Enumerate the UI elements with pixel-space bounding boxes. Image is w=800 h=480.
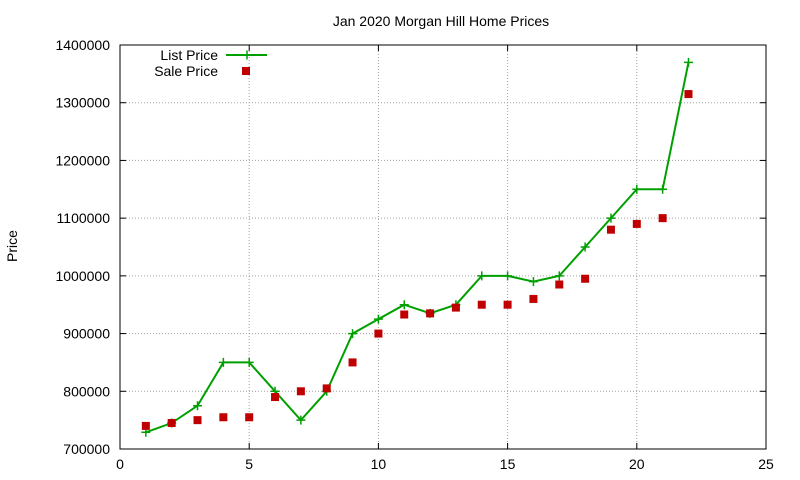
- plot-border: [119, 44, 767, 450]
- sale-price-point: [167, 419, 176, 428]
- x-tick-label: 20: [629, 456, 645, 472]
- sale-price-point: [632, 219, 641, 228]
- y-tick-label: 1400000: [55, 37, 110, 53]
- list-price-series: [141, 57, 693, 437]
- sale-price-point: [219, 413, 228, 422]
- y-tick-label: 1000000: [55, 268, 110, 284]
- grid-lines: [120, 45, 766, 449]
- list-price-point: [658, 184, 668, 194]
- legend-marker-sale-price: [242, 67, 250, 75]
- list-price-point: [193, 401, 203, 411]
- x-tick-label: 0: [116, 456, 124, 472]
- list-price-point: [528, 277, 538, 287]
- list-price-point: [554, 271, 564, 281]
- sale-price-point: [451, 303, 460, 312]
- list-price-point: [218, 357, 228, 367]
- sale-price-point: [400, 310, 409, 319]
- sale-price-point: [684, 90, 693, 99]
- y-tick-label: 900000: [63, 326, 110, 342]
- x-tick-label: 25: [758, 456, 774, 472]
- y-tick-label: 800000: [63, 383, 110, 399]
- list-price-point: [477, 271, 487, 281]
- legend-label-list-price: List Price: [160, 47, 218, 63]
- legend-marker-list-price: [242, 50, 252, 60]
- list-price-point: [683, 57, 693, 67]
- y-tick-label: 700000: [63, 441, 110, 457]
- y-tick-label: 1300000: [55, 95, 110, 111]
- sale-price-point: [296, 387, 305, 396]
- chart-title: Jan 2020 Morgan Hill Home Prices: [333, 13, 549, 29]
- legend-label-sale-price: Sale Price: [154, 63, 218, 79]
- sale-price-point: [426, 309, 435, 318]
- x-tick-label: 15: [500, 456, 516, 472]
- list-price-point: [373, 314, 383, 324]
- y-axis-label: Price: [4, 230, 20, 262]
- sale-price-point: [503, 300, 512, 309]
- x-tick-label: 5: [245, 456, 253, 472]
- list-price-point: [348, 329, 358, 339]
- legend: List Price Sale Price: [154, 47, 267, 79]
- sale-price-point: [658, 214, 667, 223]
- sale-price-point: [141, 421, 150, 430]
- sale-price-point: [606, 225, 615, 234]
- sale-price-series: [141, 90, 693, 430]
- sale-price-point: [245, 413, 254, 422]
- sale-price-point: [555, 280, 564, 289]
- y-axis-ticks: 700000 800000 900000 1000000 1100000 1200000 1…: [55, 37, 766, 457]
- list-price-point: [296, 415, 306, 425]
- sale-price-point: [374, 329, 383, 338]
- list-price-point: [606, 213, 616, 223]
- sale-price-point: [348, 358, 357, 367]
- list-price-line: [145, 62, 690, 434]
- list-price-point: [399, 300, 409, 310]
- x-axis-ticks: 0 5 10 15 20 25: [116, 45, 774, 472]
- sale-price-point: [581, 274, 590, 283]
- list-price-point: [503, 271, 513, 281]
- sale-price-point: [529, 294, 538, 303]
- sale-price-point: [193, 416, 202, 425]
- sale-price-point: [322, 384, 331, 393]
- list-price-point: [632, 184, 642, 194]
- sale-price-point: [271, 393, 280, 402]
- y-tick-label: 1200000: [55, 152, 110, 168]
- y-tick-label: 1100000: [57, 210, 111, 226]
- sale-price-point: [477, 300, 486, 309]
- list-price-point: [244, 357, 254, 367]
- x-tick-label: 10: [371, 456, 387, 472]
- list-price-point: [580, 242, 590, 252]
